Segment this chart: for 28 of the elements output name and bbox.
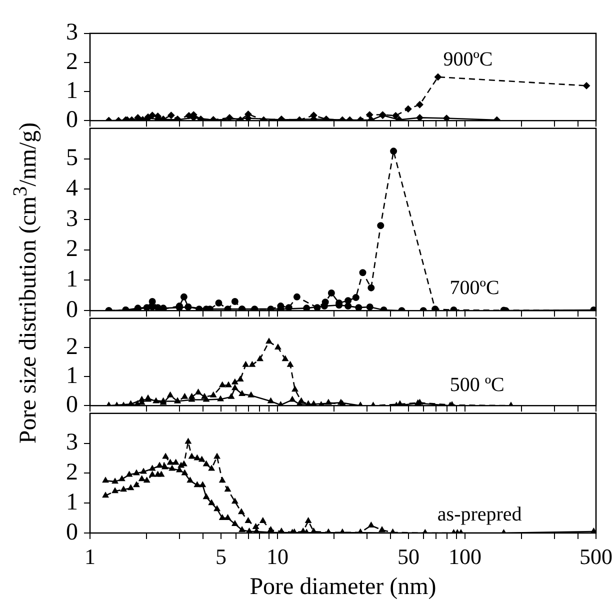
x-tick-label: 1 xyxy=(84,543,96,568)
y-tick-label: 0 xyxy=(66,106,78,133)
y-tick-label: 3 xyxy=(66,206,78,232)
y-tick-label: 2 xyxy=(66,333,78,360)
y-tick-label: 0 xyxy=(66,392,78,418)
y-tick-label: 5 xyxy=(66,144,78,171)
x-tick-label: 100 xyxy=(448,543,482,568)
y-tick-label: 1 xyxy=(66,362,78,388)
y-tick-label: 1 xyxy=(66,488,78,515)
y-tick-label: 4 xyxy=(66,175,78,202)
x-tick-label: 50 xyxy=(398,543,420,568)
y-tick-label: 0 xyxy=(66,296,78,323)
x-axis-title: Pore diameter (nm) xyxy=(250,573,436,600)
y-tick-label: 2 xyxy=(66,236,78,262)
y-tick-label: 2 xyxy=(66,458,78,485)
annotation: 500 ºC xyxy=(450,373,504,396)
annotation: 700ºC xyxy=(450,276,500,299)
annotation: as-prepred xyxy=(437,502,522,525)
y-tick-label: 3 xyxy=(66,20,78,46)
x-tick-label: 5 xyxy=(216,543,227,568)
y-tick-label: 2 xyxy=(66,48,78,75)
x-tick-label: 500 xyxy=(580,543,612,568)
y-tick-label: 0 xyxy=(66,518,78,545)
y-tick-label: 1 xyxy=(66,78,78,104)
y-tick-label: 1 xyxy=(66,266,78,292)
annotation: 900ºC xyxy=(443,48,493,71)
x-tick-label: 10 xyxy=(266,543,288,568)
y-tick-label: 3 xyxy=(66,429,78,456)
